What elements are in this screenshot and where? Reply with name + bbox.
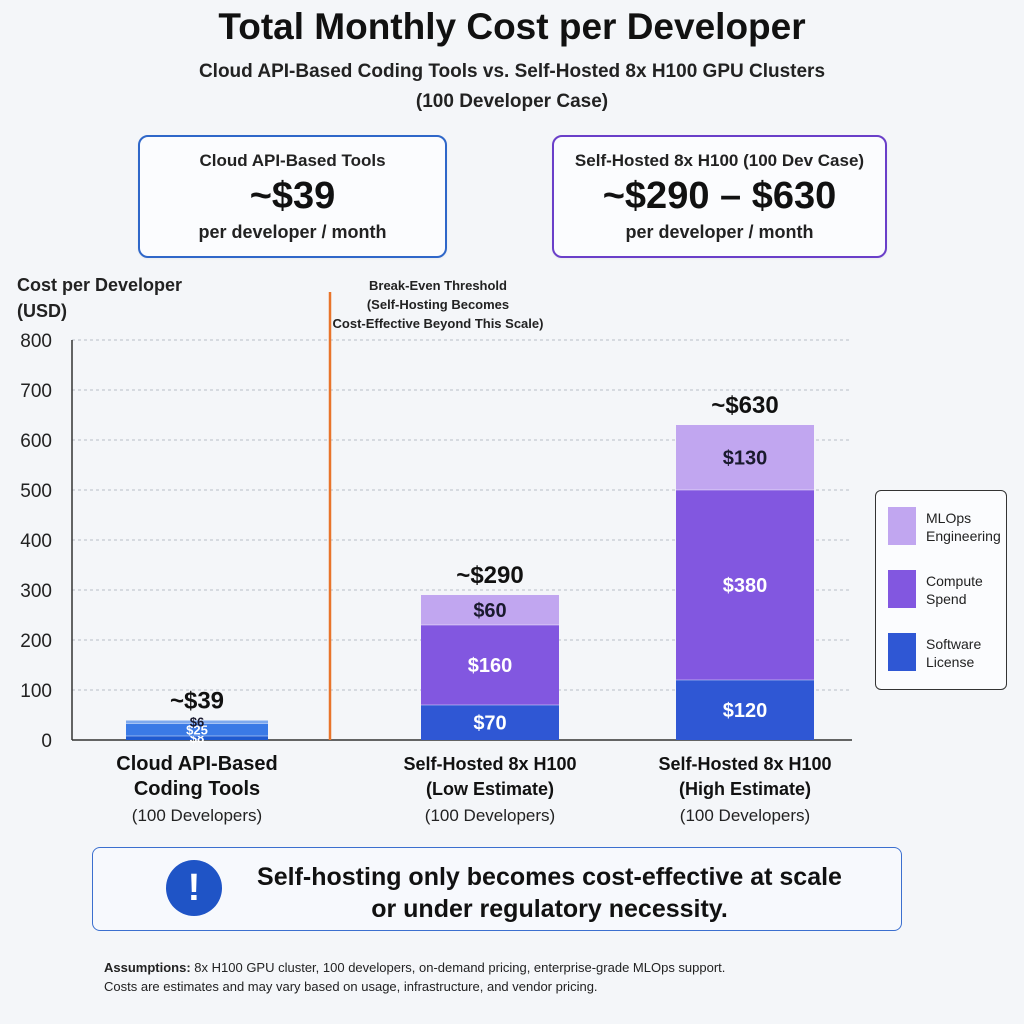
- assumptions-line2: Costs are estimates and may vary based o…: [104, 979, 598, 994]
- callout-text: Self-hosting only becomes cost-effective…: [238, 861, 861, 925]
- chart-subtitle-line1: Cloud API-Based Coding Tools vs. Self-Ho…: [198, 61, 826, 82]
- self-hosted-summary-label: Self-Hosted 8x H100 (100 Dev Case): [574, 151, 865, 170]
- cloud-summary-box: Cloud API-Based Tools ~$39 per developer…: [138, 135, 447, 258]
- legend-label-mlops: MLOps Engineering: [926, 509, 1001, 545]
- legend-swatch-software: [888, 633, 916, 671]
- chart-legend: MLOps Engineering Compute Spend Software…: [875, 490, 1007, 690]
- legend-item-mlops: MLOps Engineering: [888, 507, 1003, 545]
- legend-label-software: Software License: [926, 635, 981, 671]
- threshold-annotation-line: Cost-Effective Beyond This Scale): [333, 316, 544, 331]
- x-category-label-line3: (100 Developers): [425, 806, 555, 825]
- bar-segment-label: $6: [190, 715, 204, 730]
- x-category-label-line2: (Low Estimate): [426, 779, 554, 799]
- legend-label-mlops-line1: MLOps: [926, 510, 972, 526]
- bar-segment-label: $25: [186, 722, 208, 737]
- bar-segment: [676, 490, 814, 680]
- cloud-summary-label: Cloud API-Based Tools: [199, 151, 386, 170]
- bar-segment: [421, 705, 559, 740]
- bar-segment: [126, 720, 268, 724]
- x-category-label-line1: Self-Hosted 8x H100: [658, 754, 831, 774]
- y-axis-label-line2: (USD): [17, 301, 67, 321]
- x-category-label-line3: (100 Developers): [680, 806, 810, 825]
- bar-total-label: ~$630: [711, 392, 778, 419]
- assumptions-text1: 8x H100 GPU cluster, 100 developers, on-…: [190, 960, 726, 975]
- chart-title: Total Monthly Cost per Developer: [218, 6, 806, 47]
- y-tick-label: 300: [20, 581, 52, 602]
- assumptions-line1: Assumptions: 8x H100 GPU cluster, 100 de…: [104, 958, 725, 977]
- bar-segment: [126, 736, 268, 740]
- y-tick-label: 200: [20, 631, 52, 652]
- bar-segment-label: $120: [723, 700, 768, 722]
- self-hosted-summary-box: Self-Hosted 8x H100 (100 Dev Case) ~$290…: [552, 135, 887, 258]
- x-category-label-line3: (100 Developers): [132, 806, 262, 825]
- threshold-annotation-line: Break-Even Threshold: [369, 278, 507, 293]
- x-category-label-line2: Coding Tools: [134, 778, 260, 800]
- self-hosted-summary-value: ~$290 – $630: [602, 175, 837, 217]
- y-tick-label: 100: [20, 681, 52, 702]
- x-category-label-line1: Cloud API-Based: [116, 753, 278, 775]
- threshold-annotation-line: (Self-Hosting Becomes: [367, 297, 509, 312]
- exclamation-icon: !: [166, 860, 222, 916]
- legend-swatch-mlops: [888, 507, 916, 545]
- bar-segment: [421, 595, 559, 625]
- y-tick-label: 600: [20, 431, 52, 452]
- legend-label-compute-line1: Compute: [926, 573, 983, 589]
- y-tick-label: 500: [20, 481, 52, 502]
- bar-segment-label: $160: [468, 655, 513, 677]
- bar-total-label: ~$290: [456, 562, 523, 589]
- y-axis-label-line1: Cost per Developer: [17, 275, 183, 295]
- bar-segment: [421, 625, 559, 705]
- callout-text-line2: or under regulatory necessity.: [371, 895, 728, 923]
- self-hosted-summary-unit: per developer / month: [625, 222, 814, 242]
- callout-text-line1: Self-hosting only becomes cost-effective…: [257, 863, 842, 891]
- cloud-summary-unit: per developer / month: [198, 222, 387, 242]
- bar-segment-label: $60: [473, 600, 506, 622]
- conclusion-callout: ! Self-hosting only becomes cost-effecti…: [92, 847, 902, 931]
- bar-total-label: ~$39: [170, 688, 224, 715]
- y-tick-label: 700: [20, 381, 52, 402]
- bar-segment-label: $70: [473, 713, 506, 735]
- assumptions-note: Assumptions: 8x H100 GPU cluster, 100 de…: [104, 958, 725, 996]
- assumptions-label: Assumptions:: [104, 960, 191, 975]
- y-axis-label: Cost per Developer (USD): [17, 272, 182, 324]
- legend-label-software-line1: Software: [926, 636, 982, 652]
- y-tick-label: 800: [20, 331, 52, 352]
- legend-item-compute: Compute Spend: [888, 570, 1003, 608]
- bar-segment: [676, 425, 814, 490]
- bar-segment-label: $380: [723, 575, 768, 597]
- legend-swatch-compute: [888, 570, 916, 608]
- legend-label-software-line2: License: [926, 654, 975, 670]
- bar-segment: [676, 680, 814, 740]
- bar-segment: [126, 723, 268, 736]
- legend-label-compute-line2: Spend: [926, 591, 967, 607]
- legend-item-software: Software License: [888, 633, 1003, 671]
- bar-segment-label: $130: [723, 448, 768, 470]
- chart-subtitle-line2: (100 Developer Case): [415, 91, 609, 112]
- x-category-label-line2: (High Estimate): [679, 779, 811, 799]
- y-tick-label: 400: [20, 531, 52, 552]
- legend-label-mlops-line2: Engineering: [926, 528, 1001, 544]
- y-tick-label: 0: [41, 731, 52, 752]
- legend-label-compute: Compute Spend: [926, 572, 983, 608]
- x-category-label-line1: Self-Hosted 8x H100: [403, 754, 576, 774]
- cloud-summary-value: ~$39: [249, 175, 336, 217]
